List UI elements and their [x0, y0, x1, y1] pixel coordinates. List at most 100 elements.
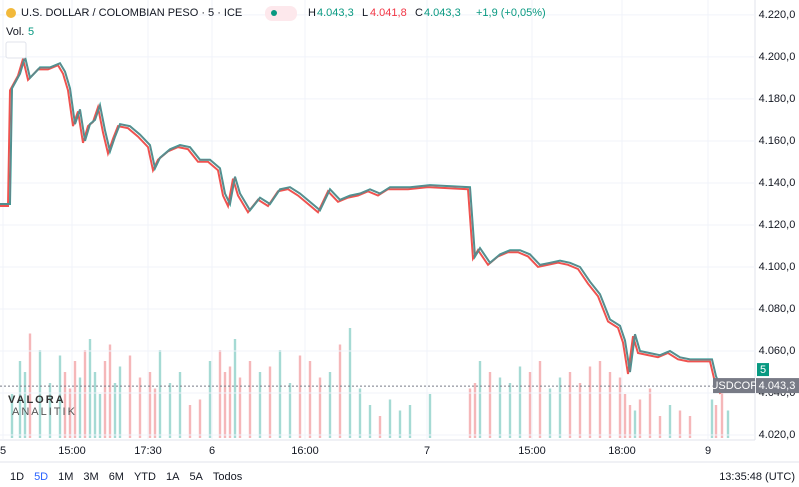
range-button[interactable]: YTD — [134, 471, 156, 483]
status-pill — [265, 6, 297, 21]
volume-bar — [88, 339, 92, 438]
volume-bar — [648, 388, 652, 438]
volume-bar — [298, 355, 302, 438]
volume-bar — [378, 416, 382, 438]
volume-bar — [688, 416, 692, 438]
volume-bar — [158, 350, 162, 438]
volume-bar — [368, 405, 372, 438]
y-tick-label: 4.220,0 — [759, 9, 796, 21]
volume-bar — [78, 377, 82, 438]
volume-bar — [238, 377, 242, 438]
volume-bar — [68, 388, 72, 438]
range-button[interactable]: 5A — [189, 471, 203, 483]
volume-bar — [518, 366, 522, 438]
x-tick-label: 15:00 — [58, 445, 86, 457]
h-label: H — [308, 7, 316, 19]
volume-bar — [488, 372, 492, 438]
volume-bar — [18, 361, 22, 438]
volume-bar — [108, 344, 112, 438]
volume-bar — [103, 361, 107, 438]
plot — [0, 0, 755, 440]
y-tick-label: 4.020,0 — [759, 429, 796, 441]
volume-bar — [48, 383, 52, 438]
range-button[interactable]: 1A — [166, 471, 180, 483]
volume-bar — [720, 388, 724, 438]
volume-bar — [233, 339, 237, 438]
volume-bar — [598, 361, 602, 438]
volume-bar — [710, 399, 714, 438]
volume-bar — [308, 361, 312, 438]
symbol: USDCOP — [710, 380, 757, 392]
volume-bar — [198, 399, 202, 438]
y-tick-label: 4.080,0 — [759, 303, 796, 315]
volume-bar — [178, 372, 182, 438]
volume-bar — [623, 394, 627, 438]
volume-bar — [633, 410, 637, 438]
volume-bar — [248, 361, 252, 438]
volume-bar — [98, 394, 102, 438]
volume-bar — [578, 383, 582, 438]
l-value: 4.041,8 — [370, 7, 407, 19]
range-button[interactable]: 5D — [34, 471, 48, 483]
c-label: C — [415, 7, 423, 19]
volume-bar — [23, 372, 27, 438]
volume-bar — [258, 372, 262, 438]
vol-label: Vol. — [6, 26, 24, 38]
range-button[interactable]: 1M — [58, 471, 73, 483]
volume-bar — [618, 377, 622, 438]
volume-bar — [288, 383, 292, 438]
volume-bar — [148, 372, 152, 438]
x-tick-label: 9 — [705, 445, 711, 457]
collapse-button[interactable] — [5, 41, 27, 59]
volume-bar — [83, 350, 87, 438]
price-line-shadow — [0, 55, 727, 395]
volume-bar — [508, 383, 512, 438]
c-value: 4.043,3 — [424, 7, 461, 19]
volume-bar — [726, 410, 730, 438]
volume-bar — [498, 377, 502, 438]
volume-bar — [638, 399, 642, 438]
watermark: VALORA — [8, 394, 66, 406]
badge: 5 — [760, 364, 766, 376]
range-button[interactable]: 3M — [83, 471, 98, 483]
y-tick-label: 4.200,0 — [759, 51, 796, 63]
volume-bar — [153, 388, 157, 438]
x-tick-label: 5 — [0, 445, 6, 457]
volume-bar — [328, 372, 332, 438]
volume-bar — [118, 366, 122, 438]
volume-bar — [10, 394, 14, 438]
vol-value: 5 — [28, 26, 34, 38]
watermark-sub: ANALITIK — [12, 406, 77, 418]
range-button[interactable]: Todos — [213, 471, 243, 483]
x-tick-label: 17:30 — [134, 445, 162, 457]
y-tick-label: 4.060,0 — [759, 345, 796, 357]
volume-bar — [714, 405, 718, 438]
volume-bar — [93, 372, 97, 438]
x-tick-label: 16:00 — [291, 445, 319, 457]
y-tick-label: 4.160,0 — [759, 135, 796, 147]
volume-bar — [188, 405, 192, 438]
volume-bar — [318, 377, 322, 438]
y-tick-label: 4.120,0 — [759, 219, 796, 231]
volume-bar — [548, 388, 552, 438]
volume-bar — [223, 372, 227, 438]
volume-bar — [58, 355, 62, 438]
title: U.S. DOLLAR / COLOMBIAN PESO · 5 · ICE — [21, 7, 242, 19]
x-tick-label: 6 — [209, 445, 215, 457]
volume-bar — [408, 405, 412, 438]
range-button[interactable]: 1D — [10, 471, 24, 483]
x-tick-label: 15:00 — [518, 445, 546, 457]
volume-bar — [338, 344, 342, 438]
volume-bar — [228, 366, 232, 438]
volume-bar — [478, 361, 482, 438]
badge-bg — [757, 363, 769, 377]
volume-bar — [218, 350, 222, 438]
volume-bar — [558, 377, 562, 438]
range-button[interactable]: 6M — [109, 471, 124, 483]
l-label: L — [362, 7, 368, 19]
volume-bar — [113, 383, 117, 438]
volume-bar — [268, 366, 272, 438]
